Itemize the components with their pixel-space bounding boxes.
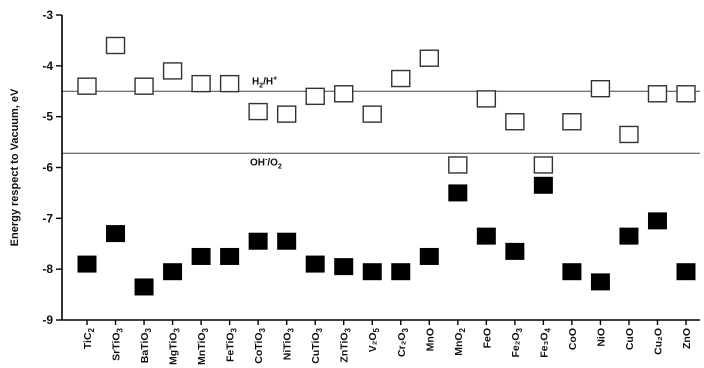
- filled-square-marker: [647, 212, 667, 230]
- open-square-marker: [590, 80, 611, 98]
- y-tick-label: -7: [42, 211, 53, 225]
- open-square-marker: [334, 85, 354, 103]
- x-tick-label: FeTiO3: [225, 327, 239, 362]
- open-square-marker: [362, 105, 382, 123]
- open-square-marker: [533, 156, 554, 174]
- filled-square-marker: [191, 247, 211, 265]
- x-axis: TiC2 SrTiO3 BaTiO3 MgTiO3 MnTiO3 FeTiO3 CoTiO3…: [62, 319, 700, 365]
- filled-square-marker: [533, 176, 553, 194]
- open-square-marker: [448, 156, 468, 174]
- filled-square-marker: [277, 232, 297, 250]
- x-tick-label: MnO: [424, 328, 436, 351]
- open-square-marker: [219, 74, 240, 93]
- x-tick-label: SrTiO3: [111, 327, 125, 360]
- filled-square-marker: [590, 273, 610, 291]
- y-axis-title: Energy respect to Vacuum, eV: [9, 88, 21, 246]
- filled-square-marker: [676, 263, 696, 281]
- y-tick-label: -5: [42, 110, 53, 124]
- x-tick-label: TiC2: [82, 327, 96, 349]
- open-square-marker: [419, 49, 439, 67]
- open-square-marker: [134, 77, 154, 95]
- y-tick-label: -6: [42, 161, 53, 175]
- open-square-marker: [77, 77, 97, 95]
- open-square-marker: [305, 87, 325, 106]
- x-tick-label: FeO: [481, 328, 493, 348]
- open-square-marker: [276, 105, 297, 123]
- open-square-marker: [476, 90, 497, 108]
- open-square-marker: [248, 102, 268, 121]
- x-tick-label: MgTiO3: [168, 327, 182, 364]
- y-tick-label: -9: [42, 313, 53, 327]
- filled-square-marker: [163, 263, 183, 281]
- y-axis: -3 -4 -5 -6 -7 -8 -9: [42, 8, 63, 327]
- filled-square-marker: [391, 263, 411, 281]
- open-square-marker: [105, 36, 126, 55]
- reference-line-label: H2/H+: [252, 75, 277, 89]
- filled-square-marker: [476, 227, 496, 245]
- x-tick-label: NiO: [595, 328, 607, 347]
- open-square-marker: [647, 85, 668, 103]
- x-tick-label: Cr₂O3: [396, 327, 410, 357]
- series-open-squares: [77, 36, 696, 174]
- open-square-marker: [562, 113, 582, 131]
- x-tick-label: V₂O5: [367, 327, 381, 352]
- filled-square-marker: [305, 255, 325, 273]
- y-tick-label: -8: [42, 262, 53, 276]
- x-tick-label: CoTiO3: [253, 327, 267, 363]
- x-tick-label: MnTiO3: [196, 327, 210, 364]
- y-tick-label: -3: [42, 8, 53, 22]
- open-square-marker: [191, 74, 211, 93]
- open-square-marker: [676, 85, 696, 103]
- x-tick-label: CuTiO3: [310, 327, 324, 363]
- filled-square-marker: [334, 258, 354, 276]
- x-tick-label: BaTiO3: [139, 327, 153, 363]
- x-tick-label: ZnTiO3: [339, 327, 353, 362]
- x-tick-label: MnO2: [453, 327, 467, 355]
- filled-square-marker: [362, 263, 382, 281]
- x-tick-label: CoO: [567, 328, 579, 350]
- filled-square-marker: [505, 242, 525, 260]
- x-tick-label: Cu₂O: [652, 328, 664, 355]
- x-tick-label: CuO: [624, 328, 636, 350]
- filled-square-marker: [106, 225, 126, 243]
- open-square-marker: [505, 113, 525, 131]
- open-square-marker: [162, 62, 183, 80]
- filled-square-marker: [220, 247, 240, 265]
- filled-square-marker: [77, 255, 97, 273]
- filled-square-marker: [134, 278, 154, 296]
- reference-line-label: OH-/O2: [250, 156, 282, 170]
- filled-square-marker: [448, 184, 468, 202]
- y-tick-label: -4: [42, 59, 53, 73]
- x-tick-label: Fe₂O3: [510, 327, 524, 357]
- filled-square-marker: [248, 232, 268, 250]
- x-tick-label: Fe₃O4: [538, 327, 552, 357]
- open-square-marker: [619, 125, 639, 144]
- open-square-marker: [391, 69, 411, 88]
- x-tick-label: NiTiO3: [282, 327, 296, 360]
- filled-square-marker: [419, 247, 439, 265]
- filled-square-marker: [562, 263, 582, 281]
- filled-square-marker: [619, 227, 639, 245]
- series-filled-squares: [77, 176, 696, 296]
- x-tick-label: ZnO: [681, 328, 693, 349]
